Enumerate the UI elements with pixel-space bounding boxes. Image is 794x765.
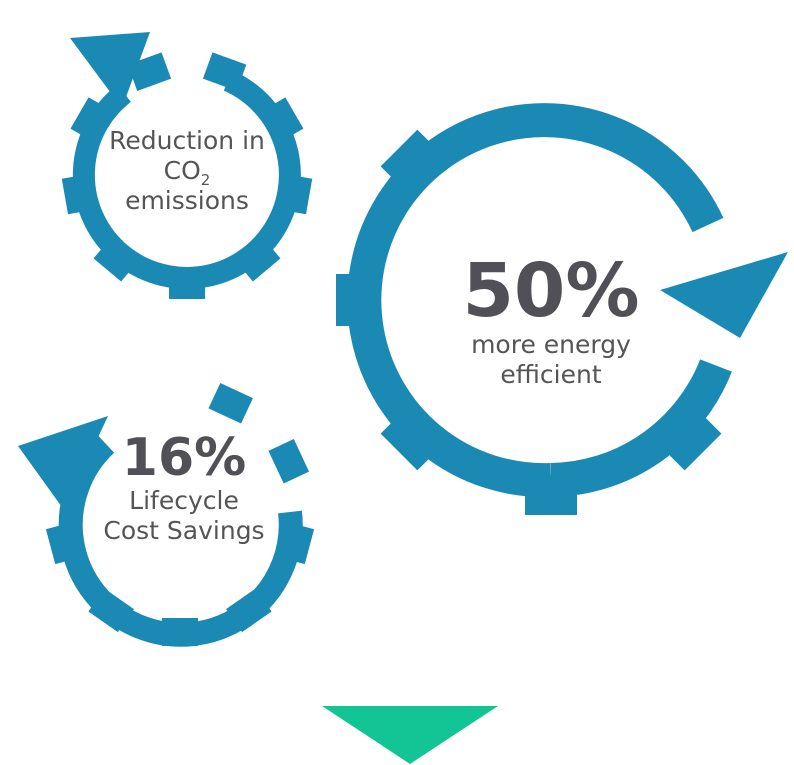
energy-line1: more energy xyxy=(471,330,631,359)
gear-cycle-icon xyxy=(61,32,313,299)
emissions-line: emissions xyxy=(125,186,249,215)
reduction-line: Reduction in xyxy=(109,126,265,155)
energy-line2: efficient xyxy=(500,360,602,389)
energy-percent: 50% xyxy=(462,248,640,334)
savings-line2: Cost Savings xyxy=(103,516,265,545)
co2-line: CO2 xyxy=(82,156,292,189)
bottom-gear-label: 16% Lifecycle Cost Savings xyxy=(74,430,294,546)
large-gear-label: 50% more energy efficient xyxy=(410,252,692,390)
co-text: CO xyxy=(163,156,201,185)
co2-subscript: 2 xyxy=(200,171,211,189)
savings-line1: Lifecycle xyxy=(129,486,239,515)
down-arrow-icon xyxy=(322,706,498,764)
savings-percent: 16% xyxy=(121,428,247,488)
gear-cycle-icon xyxy=(18,382,315,647)
top-gear-label: Reduction in CO2 emissions xyxy=(82,126,292,216)
gear-cycle-icon xyxy=(336,103,788,515)
